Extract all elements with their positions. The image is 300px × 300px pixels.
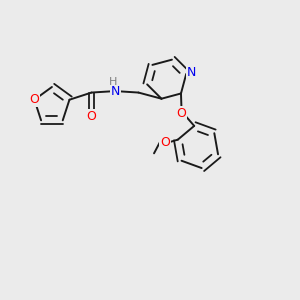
Text: O: O bbox=[177, 107, 187, 120]
Text: N: N bbox=[187, 66, 196, 79]
Text: H: H bbox=[109, 77, 117, 87]
Text: O: O bbox=[87, 110, 96, 123]
Text: O: O bbox=[160, 136, 170, 148]
Text: O: O bbox=[29, 93, 39, 106]
Text: N: N bbox=[111, 85, 120, 98]
